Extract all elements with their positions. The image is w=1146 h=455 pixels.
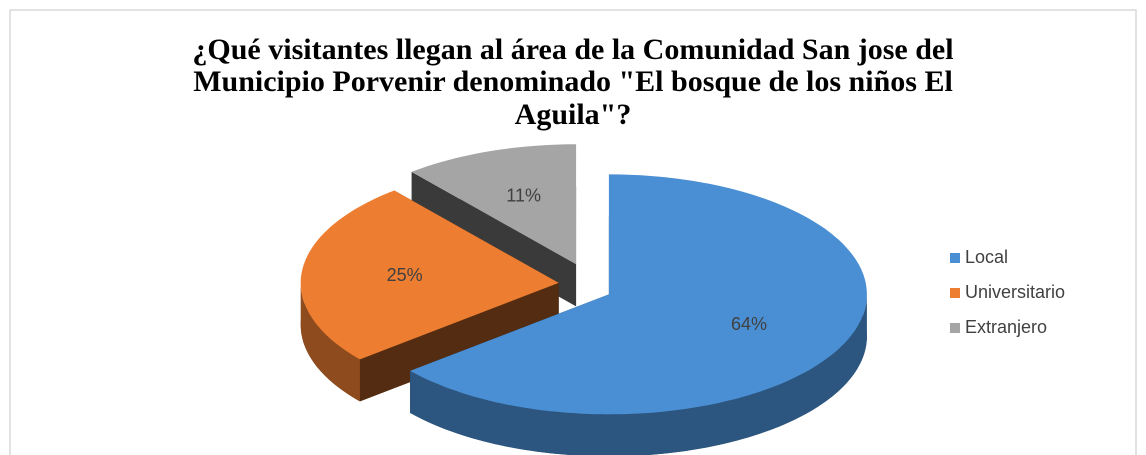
legend-label: Local	[965, 247, 1008, 267]
chart-title: ¿Qué visitantes llegan al área de la Com…	[192, 33, 954, 131]
data-label: 25%	[387, 265, 423, 285]
legend-label: Extranjero	[965, 317, 1047, 337]
slice	[300, 190, 559, 360]
data-label: 64%	[731, 314, 767, 334]
slice	[410, 174, 867, 415]
legend-swatch	[950, 288, 960, 298]
legend-label: Universitario	[965, 282, 1065, 302]
data-label: 11%	[506, 185, 541, 205]
chart-border	[9, 9, 1137, 455]
slice-radial-wall	[359, 282, 559, 402]
slice-side	[410, 294, 867, 455]
legend-swatch	[950, 253, 960, 263]
slice-side	[300, 282, 360, 402]
legend-swatch	[950, 323, 960, 333]
slice	[411, 144, 577, 265]
